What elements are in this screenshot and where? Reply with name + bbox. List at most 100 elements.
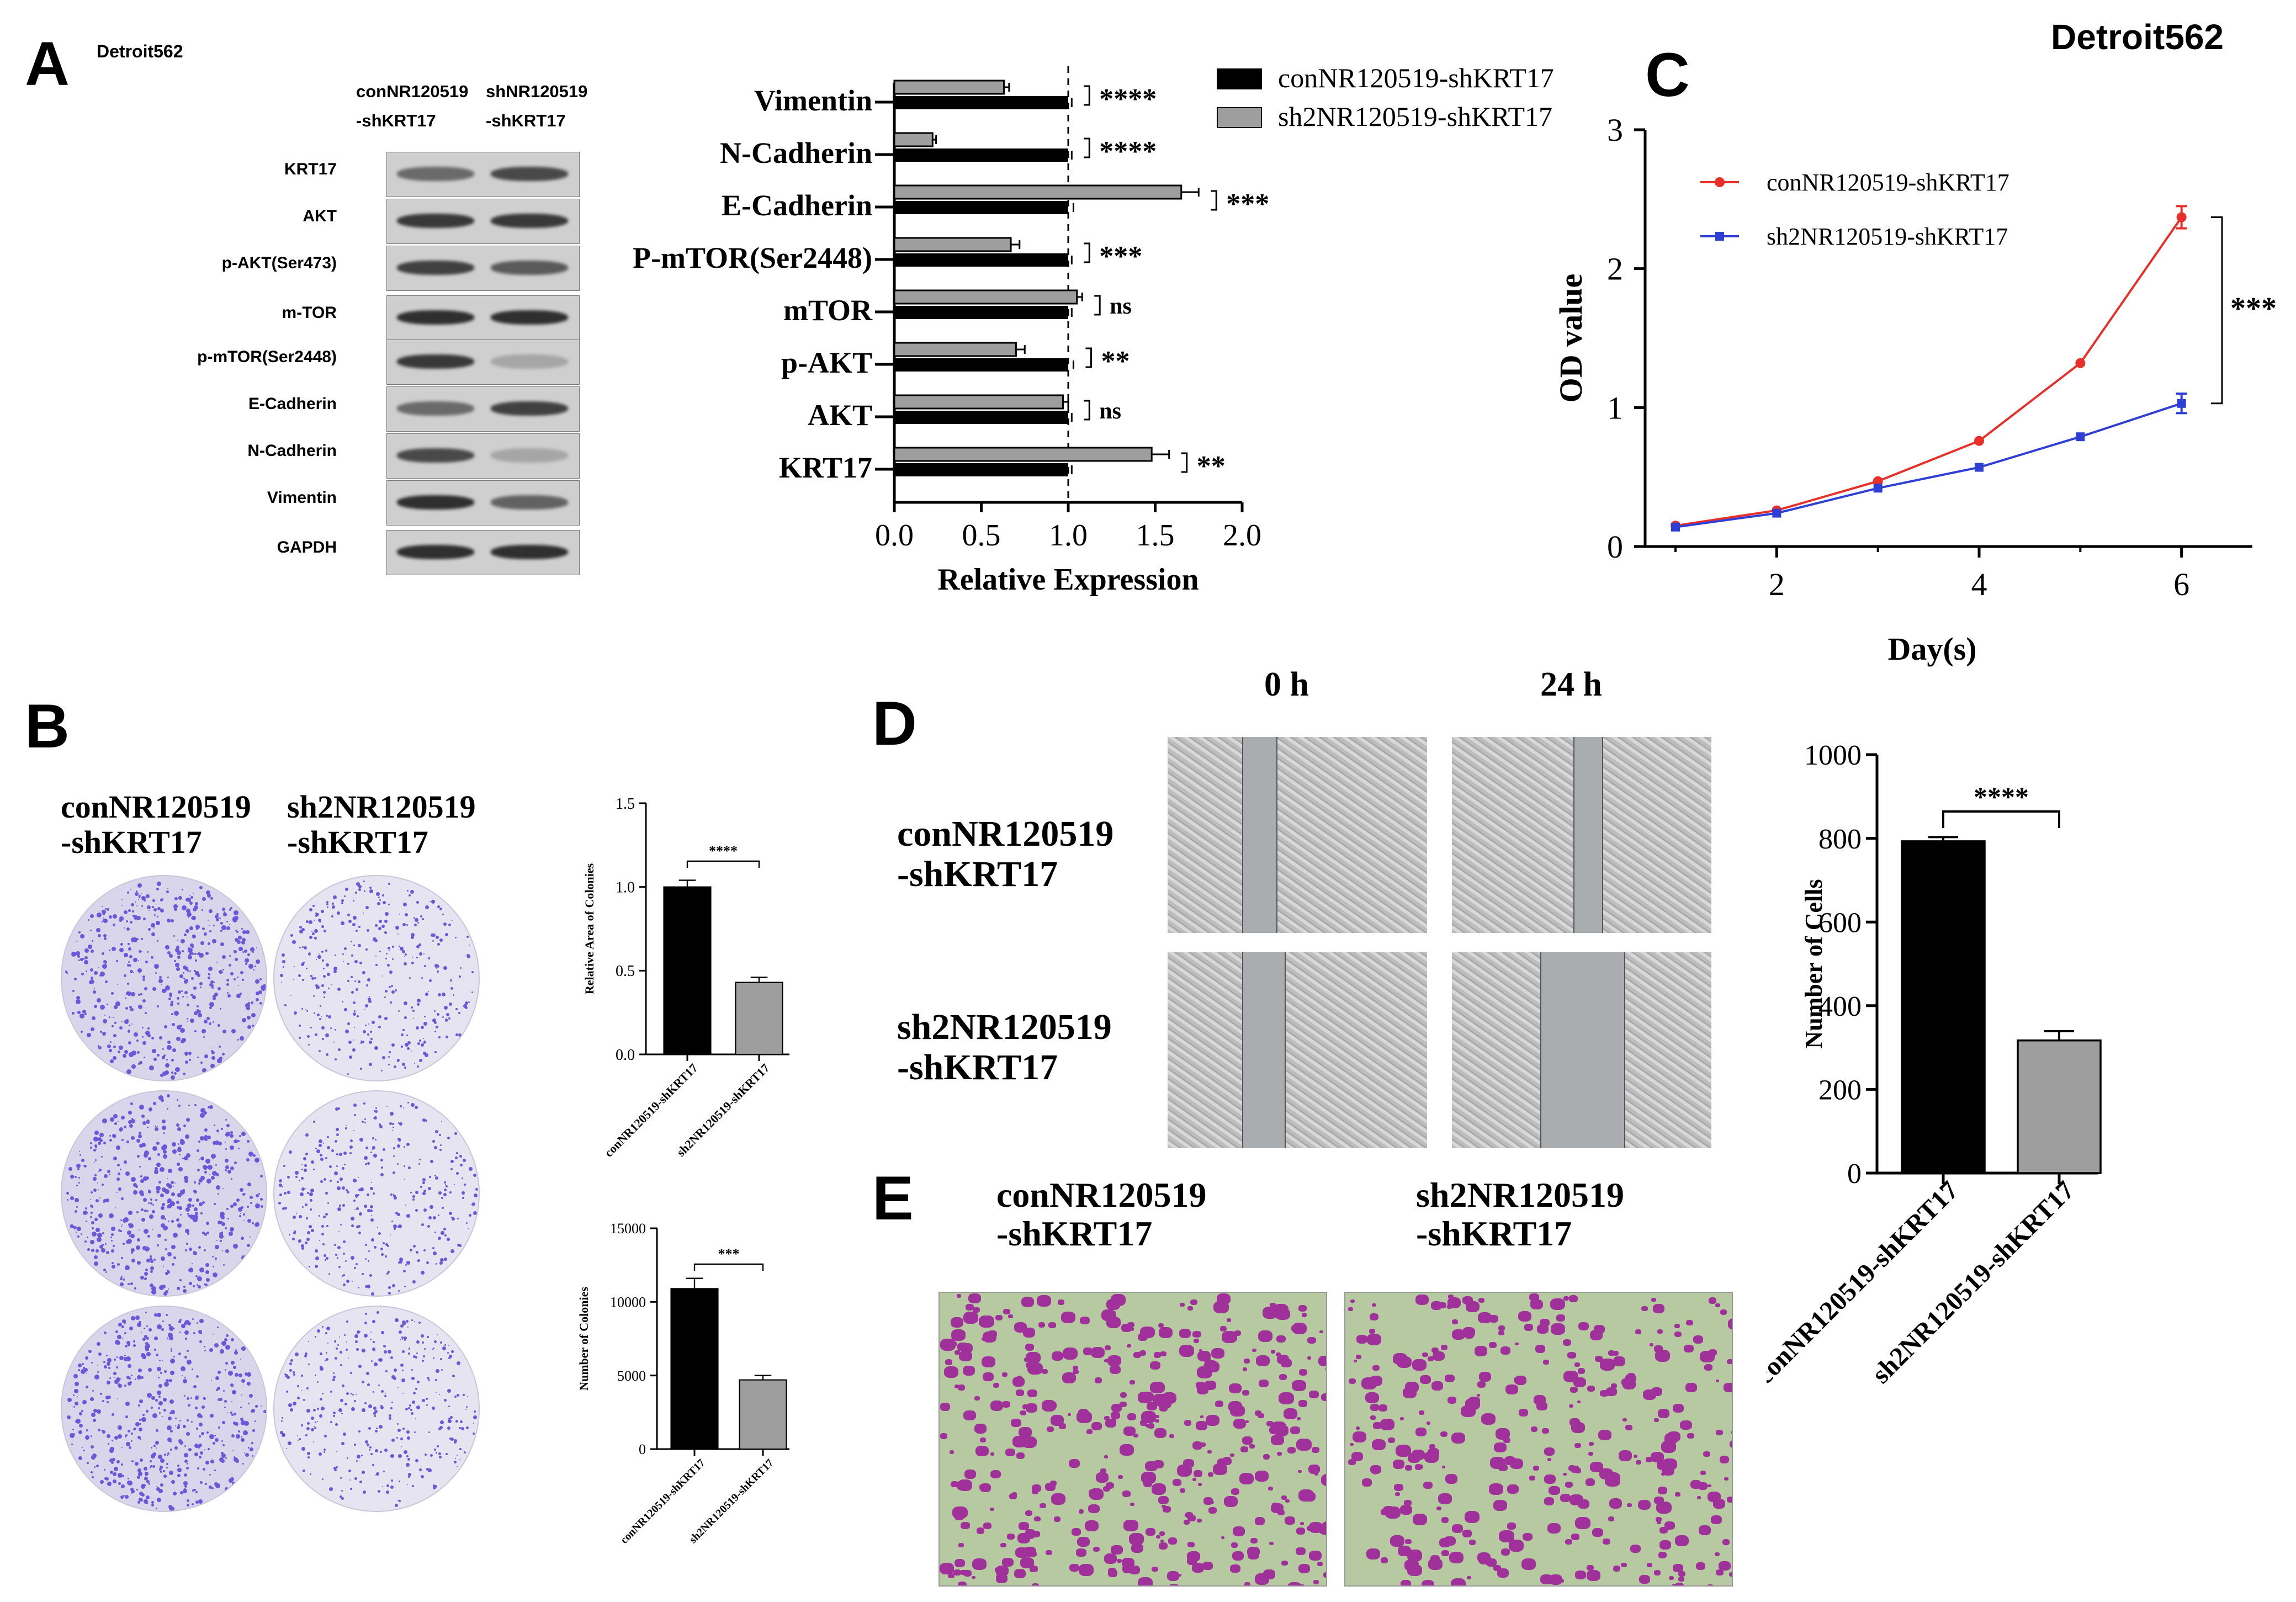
colony-dot (124, 1020, 129, 1024)
stained-cell (1356, 1355, 1361, 1359)
stained-cell (1588, 1452, 1593, 1456)
colony-dot (222, 1053, 225, 1055)
colony-dot (365, 1244, 367, 1246)
colony-dot (418, 1322, 421, 1324)
colony-dot (167, 1452, 169, 1455)
colony-dot (84, 1240, 87, 1243)
colony-dot (421, 1043, 424, 1047)
colony-dot (131, 1259, 135, 1262)
colony-dot (365, 906, 369, 909)
colony-dot (219, 1234, 224, 1239)
stained-cell (1724, 1477, 1728, 1481)
colony-dot (433, 1484, 435, 1487)
stained-cell (1431, 1381, 1443, 1391)
colony-dot (137, 1323, 141, 1327)
colony-dot (200, 1451, 203, 1455)
colony-dot (391, 1221, 393, 1222)
colony-dot (180, 1028, 185, 1033)
colony-dot (411, 936, 414, 939)
colony-dot (155, 1199, 157, 1201)
colony-dot (151, 956, 153, 959)
colony-dish (61, 1090, 267, 1297)
colony-dot (306, 968, 307, 969)
colony-dot (354, 1114, 356, 1116)
colony-dot (137, 1436, 141, 1439)
colony-dot (150, 1258, 152, 1260)
colony-dot (225, 1119, 227, 1121)
stained-cell (1534, 1395, 1546, 1405)
colony-dot (411, 962, 414, 964)
colony-dot (147, 1210, 149, 1212)
colony-dot (181, 939, 185, 943)
colony-dot (68, 1167, 72, 1171)
stained-cell (1646, 1457, 1652, 1462)
colony-dot (320, 1158, 324, 1161)
colony-dot (392, 1130, 393, 1131)
colony-dot (356, 882, 360, 886)
colony-dot (104, 1365, 107, 1368)
stained-cell (1638, 1500, 1651, 1510)
colony-dot (440, 1358, 442, 1360)
colony-dot (399, 1500, 401, 1502)
colony-dot (129, 955, 132, 958)
colony-dot (419, 952, 422, 956)
colony-dot (98, 967, 99, 968)
colony-dot (213, 997, 216, 1000)
colony-dot (389, 986, 391, 988)
colony-dot (156, 1487, 160, 1491)
colony-dot (195, 925, 200, 929)
colony-dot (393, 1195, 396, 1197)
bar-con (894, 96, 1068, 109)
colony-dot (357, 1015, 359, 1017)
colony-dot (128, 1344, 130, 1346)
colony-dot (427, 1377, 428, 1378)
x-tick-label: 1.0 (1049, 518, 1088, 553)
stained-cell (1587, 1570, 1600, 1581)
colony-dot (288, 1441, 291, 1445)
colony-dot (353, 1130, 354, 1131)
stained-cell (1197, 1366, 1212, 1378)
stained-cell (1111, 1412, 1120, 1419)
stained-cell (961, 1522, 970, 1529)
stained-cell (1159, 1531, 1165, 1536)
colony-dot (212, 1256, 214, 1258)
colony-dot (326, 963, 329, 967)
colony-dot (362, 1121, 364, 1123)
colony-dot (190, 1397, 192, 1399)
colony-dot (183, 1481, 188, 1486)
colony-dot (445, 933, 448, 936)
stained-cell (1259, 1380, 1269, 1387)
colony-dot (339, 1336, 340, 1338)
colony-dot (335, 1107, 338, 1111)
colony-dot (181, 1324, 185, 1328)
colony-dot (146, 1337, 149, 1340)
stained-cell (1609, 1498, 1622, 1509)
colony-dot (205, 1159, 210, 1164)
colony-dot (439, 1394, 440, 1395)
stained-cell (1078, 1409, 1089, 1417)
colony-dot (211, 1487, 214, 1489)
colony-dot (208, 977, 210, 979)
colony-dot (72, 1012, 75, 1015)
colony-dot (136, 1039, 139, 1042)
colony-dot (345, 1260, 347, 1262)
stained-cell (1129, 1533, 1144, 1545)
wound-gap (1242, 737, 1277, 933)
colony-dot (138, 994, 140, 996)
colony-dot (324, 1449, 326, 1451)
colony-dot (177, 1426, 180, 1429)
stained-cell (1655, 1350, 1670, 1362)
colony-dot (197, 1276, 202, 1281)
colony-dot (156, 1190, 160, 1193)
colony-dot (348, 920, 352, 923)
colony-dot (214, 1470, 216, 1471)
colony-dot (142, 1355, 146, 1359)
colony-dot (142, 978, 145, 981)
colony-dot (221, 972, 223, 973)
blot-strip (386, 199, 580, 244)
colony-dot (218, 1024, 220, 1027)
colony-dot (308, 1341, 309, 1342)
stained-cell (1032, 1531, 1040, 1537)
colony-dot (205, 952, 209, 955)
colony-dot (471, 991, 473, 993)
